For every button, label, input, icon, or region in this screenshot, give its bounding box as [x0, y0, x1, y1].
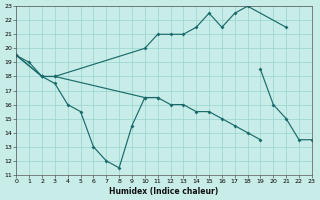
X-axis label: Humidex (Indice chaleur): Humidex (Indice chaleur)	[109, 187, 219, 196]
